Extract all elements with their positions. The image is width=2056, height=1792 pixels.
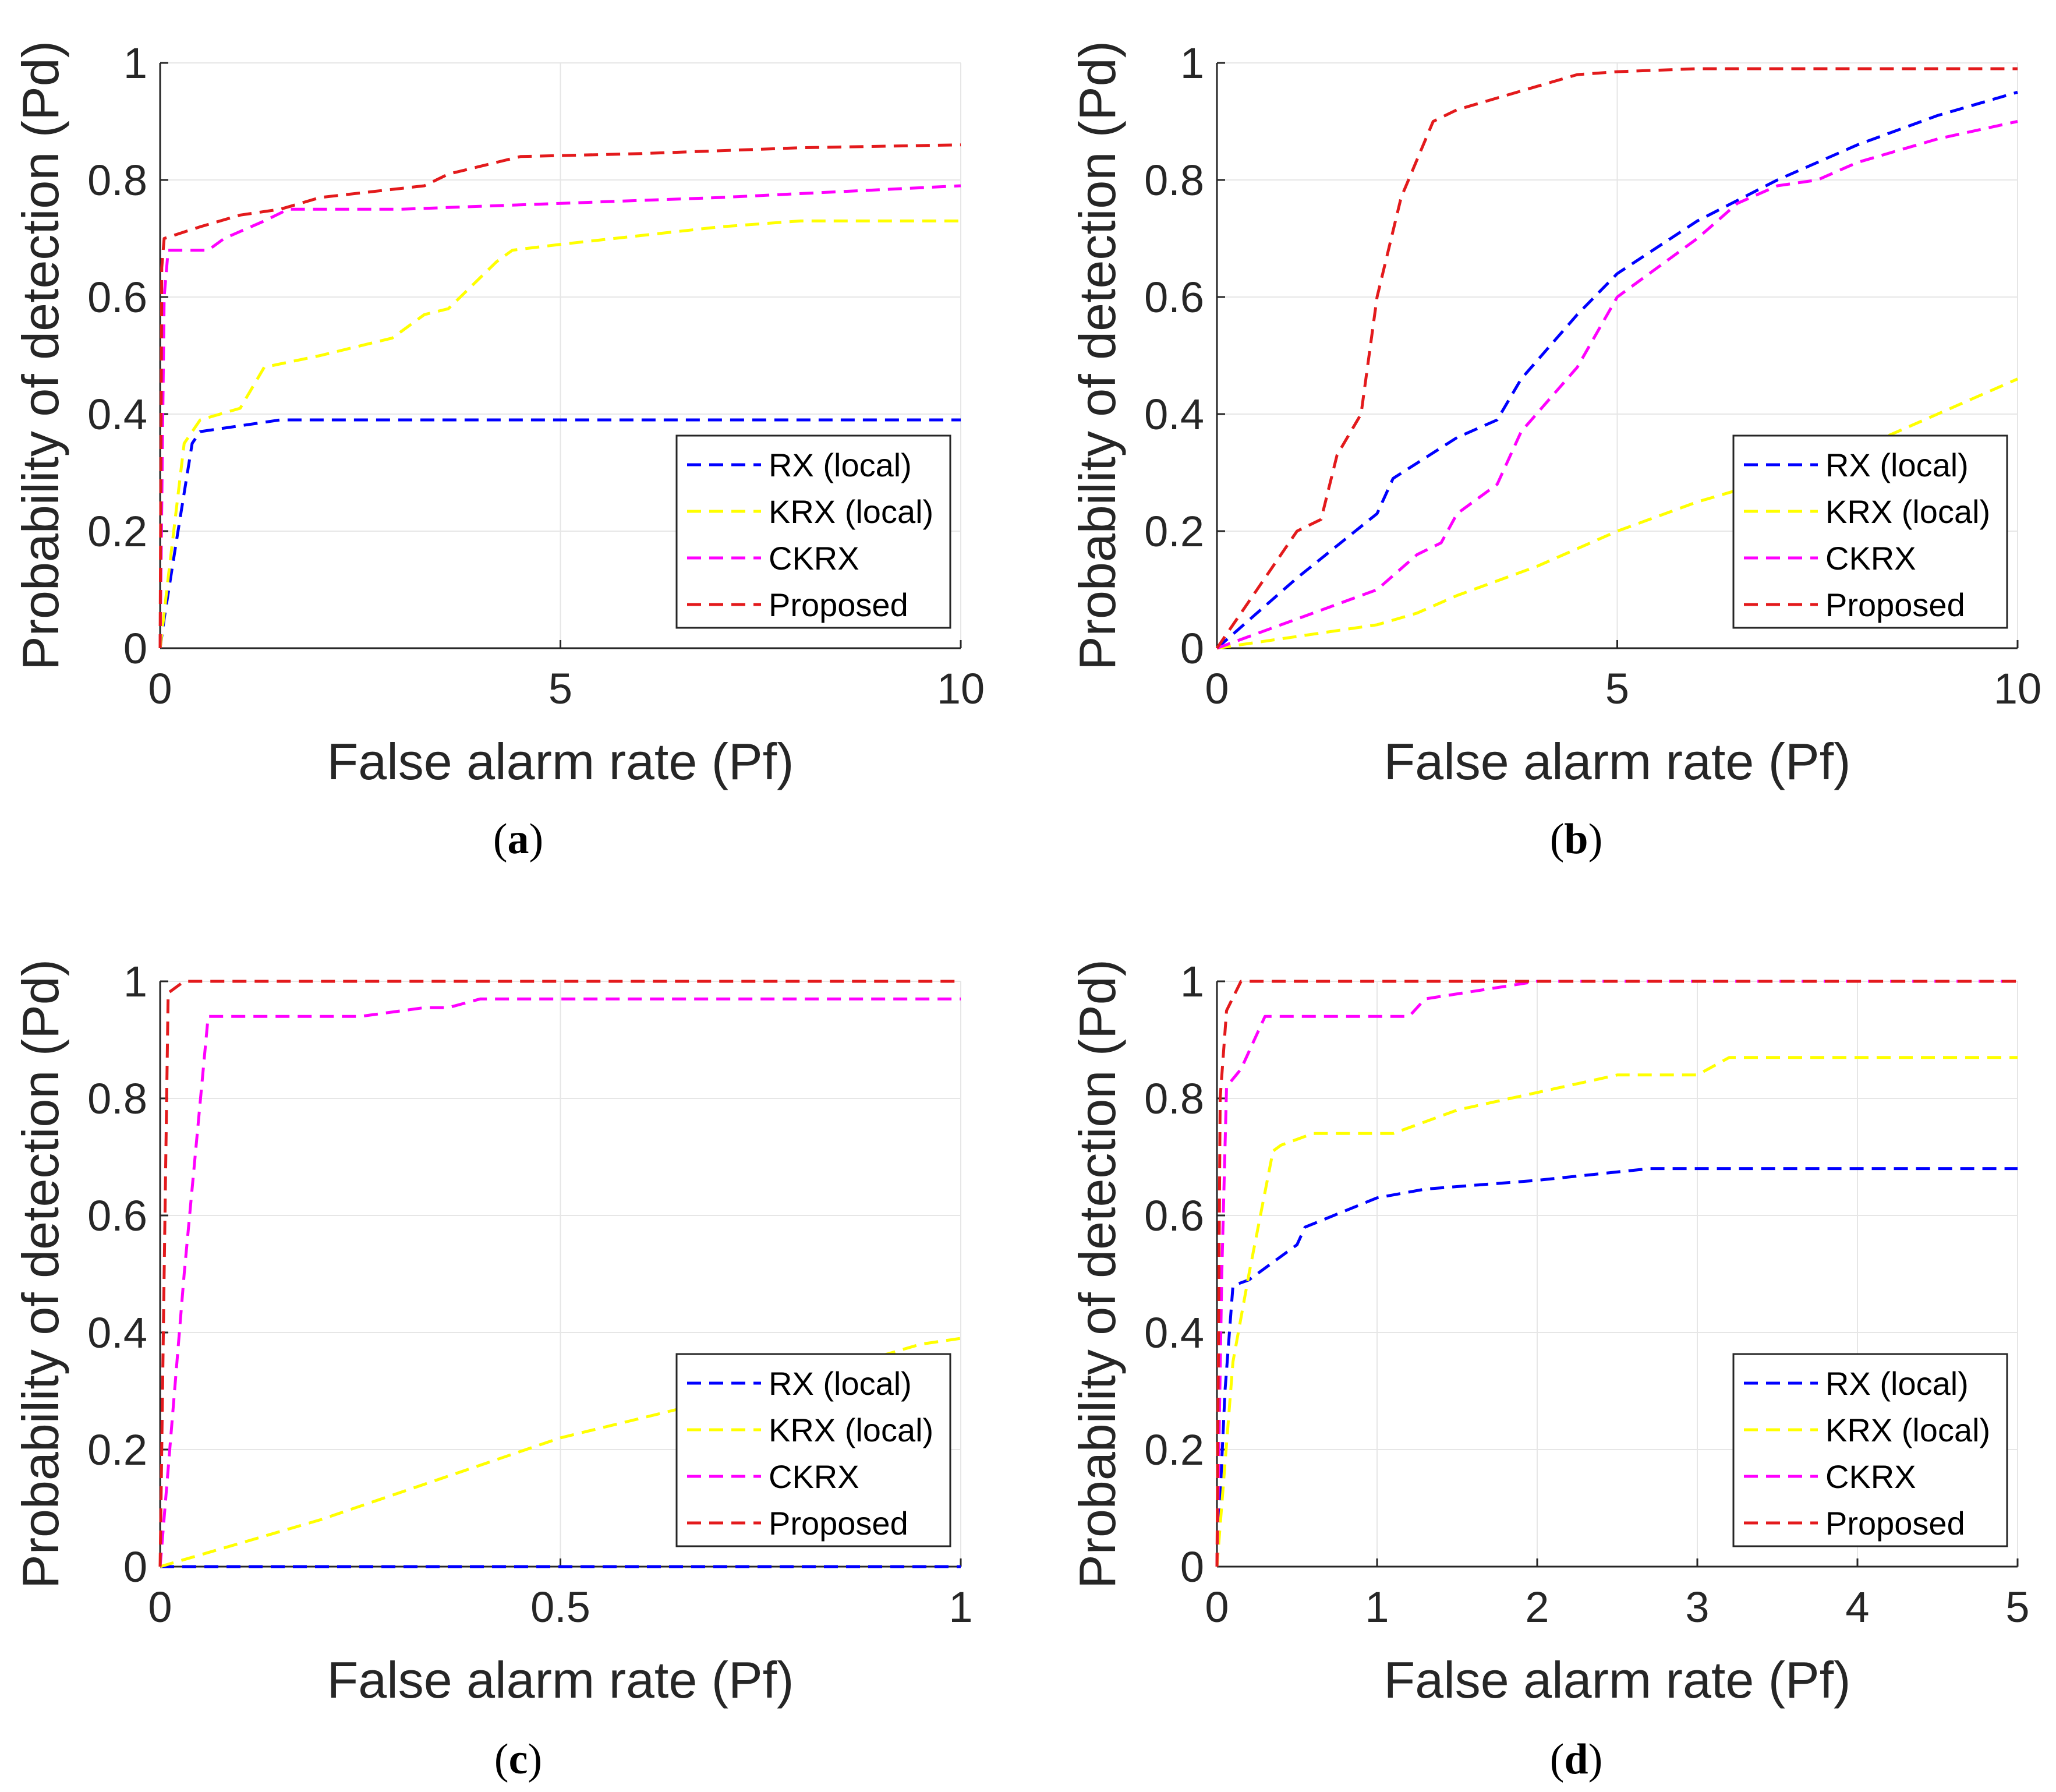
chart-panel-d: 0 1 2 3 4 5 0 0.2 0.4 0.6 0.8 1 False alarm rate (Pf… <box>1068 957 2030 1783</box>
y-tick-label: 0.2 <box>87 507 147 556</box>
legend-label: CKRX <box>769 1458 859 1495</box>
series-line-rx <box>158 418 961 649</box>
x-tick-label: 0 <box>1205 665 1229 713</box>
legend-label: KRX (local) <box>769 493 933 530</box>
legend: RX (local) KRX (local) CKRX Proposed <box>1732 434 2008 629</box>
series-line-proposed <box>158 143 961 649</box>
x-axis-label: False alarm rate (Pf) <box>1384 1651 1851 1709</box>
legend-label: Proposed <box>769 586 908 623</box>
x-tick-label: 3 <box>1685 1583 1709 1631</box>
series-line-ckrx <box>158 997 961 1567</box>
legend-box <box>1732 434 2008 629</box>
x-tick-label: 10 <box>937 665 985 713</box>
x-tick-label: 0.5 <box>530 1583 590 1631</box>
x-tick-label: 10 <box>1994 665 2041 713</box>
legend-box <box>675 1353 951 1547</box>
x-axis-label: False alarm rate (Pf) <box>327 1651 794 1709</box>
x-tick-label: 5 <box>2005 1583 2029 1631</box>
legend-label: RX (local) <box>769 1365 912 1402</box>
legend-label: CKRX <box>1825 540 1916 577</box>
legend-label: CKRX <box>769 540 859 577</box>
x-tick-label: 0 <box>1205 1583 1229 1631</box>
legend-label: KRX (local) <box>1825 493 1990 530</box>
x-tick-label: 1 <box>949 1583 972 1631</box>
legend-label: KRX (local) <box>769 1412 933 1448</box>
series-line-proposed <box>1215 980 2018 1567</box>
panel-caption: (a) <box>493 815 543 863</box>
y-tick-label: 0.6 <box>87 1192 147 1240</box>
series-line-krx <box>158 219 961 649</box>
legend-label: CKRX <box>1825 1458 1916 1495</box>
legend-label: RX (local) <box>769 447 912 483</box>
legend-label: RX (local) <box>1825 1365 1969 1402</box>
series-line-proposed <box>158 980 961 1567</box>
legend-label: RX (local) <box>1825 447 1969 483</box>
x-tick-label: 0 <box>148 665 172 713</box>
x-axis-label: False alarm rate (Pf) <box>1384 733 1851 790</box>
chart-panel-a: 0 5 10 0 0.2 0.4 0.6 0.8 1 False alarm rate (Pf) P… <box>12 39 985 863</box>
y-tick-label: 0.6 <box>1144 273 1204 321</box>
y-axis-label: Probability of detection (Pd) <box>1068 41 1126 670</box>
y-axis-label: Probability of detection (Pd) <box>12 41 69 670</box>
chart-panel-c: 0 0.5 1 0 0.2 0.4 0.6 0.8 1 False alarm rate (Pf)… <box>12 957 973 1783</box>
y-tick-label: 0.6 <box>1144 1192 1204 1240</box>
x-tick-label: 1 <box>1365 1583 1389 1631</box>
series-line-ckrx <box>1216 120 2018 650</box>
y-tick-label: 0.4 <box>87 1309 147 1357</box>
y-tick-label: 0.8 <box>87 1075 147 1123</box>
y-tick-label: 1 <box>123 39 147 87</box>
legend-box <box>1732 1353 2008 1547</box>
legend-label: Proposed <box>769 1505 908 1542</box>
x-tick-label: 5 <box>548 665 572 713</box>
y-tick-label: 0 <box>1180 1543 1204 1591</box>
x-tick-label: 5 <box>1605 665 1629 713</box>
series-line-rx <box>1215 1167 2018 1567</box>
y-tick-label: 0 <box>123 624 147 673</box>
legend: RX (local) KRX (local) CKRX Proposed <box>675 434 951 629</box>
y-tick-label: 1 <box>1180 39 1204 87</box>
series-line-proposed <box>1215 67 2018 649</box>
y-tick-label: 0.8 <box>1144 156 1204 204</box>
series-line-ckrx <box>158 184 961 649</box>
chart-panel-b: 0 5 10 0 0.2 0.4 0.6 0.8 1 False alarm rate (Pf) P… <box>1068 39 2041 863</box>
y-tick-label: 0.4 <box>1144 1309 1204 1357</box>
y-tick-label: 1 <box>1180 957 1204 1006</box>
x-tick-label: 0 <box>148 1583 172 1631</box>
series-line-ckrx <box>1215 980 2018 1567</box>
y-tick-label: 1 <box>123 957 147 1006</box>
y-axis-label: Probability of detection (Pd) <box>1068 959 1126 1589</box>
legend-label: KRX (local) <box>1825 1412 1990 1448</box>
y-tick-label: 0 <box>1180 624 1204 673</box>
y-tick-label: 0.8 <box>87 156 147 204</box>
panel-caption: (d) <box>1550 1736 1602 1783</box>
y-tick-label: 0.2 <box>1144 1426 1204 1474</box>
y-tick-label: 0.2 <box>1144 507 1204 556</box>
legend-label: Proposed <box>1825 586 1965 623</box>
y-tick-label: 0.6 <box>87 273 147 321</box>
y-tick-label: 0.4 <box>1144 390 1204 439</box>
series-line-krx <box>1215 1056 2018 1567</box>
legend: RX (local) KRX (local) CKRX Proposed <box>675 1353 951 1547</box>
y-tick-label: 0.2 <box>87 1426 147 1474</box>
legend-box <box>675 434 951 629</box>
y-tick-label: 0.4 <box>87 390 147 439</box>
panel-caption: (c) <box>494 1736 542 1783</box>
panel-caption: (b) <box>1550 815 1602 863</box>
legend: RX (local) KRX (local) CKRX Proposed <box>1732 1353 2008 1547</box>
x-axis-label: False alarm rate (Pf) <box>327 733 794 790</box>
legend-label: Proposed <box>1825 1505 1965 1542</box>
y-tick-label: 0.8 <box>1144 1075 1204 1123</box>
y-tick-label: 0 <box>123 1543 147 1591</box>
x-tick-label: 4 <box>1845 1583 1869 1631</box>
x-tick-label: 2 <box>1525 1583 1549 1631</box>
y-axis-label: Probability of detection (Pd) <box>12 959 69 1589</box>
